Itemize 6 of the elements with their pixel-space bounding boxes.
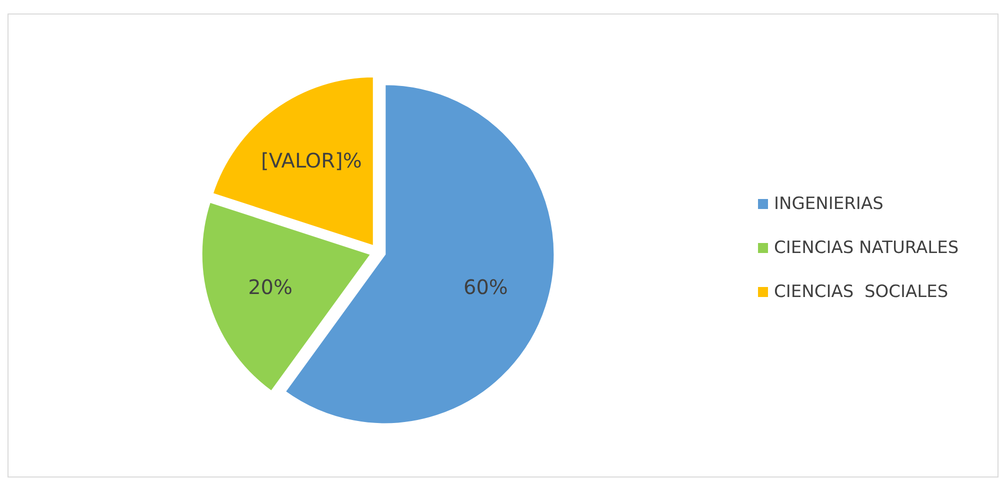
- data-label: [VALOR]%: [261, 148, 362, 172]
- data-label: 20%: [248, 274, 293, 299]
- legend-label: CIENCIAS SOCIALES: [774, 282, 948, 302]
- legend-label: CIENCIAS NATURALES: [774, 238, 959, 258]
- legend-label: INGENIERIAS: [774, 194, 884, 214]
- data-label: 60%: [463, 274, 508, 299]
